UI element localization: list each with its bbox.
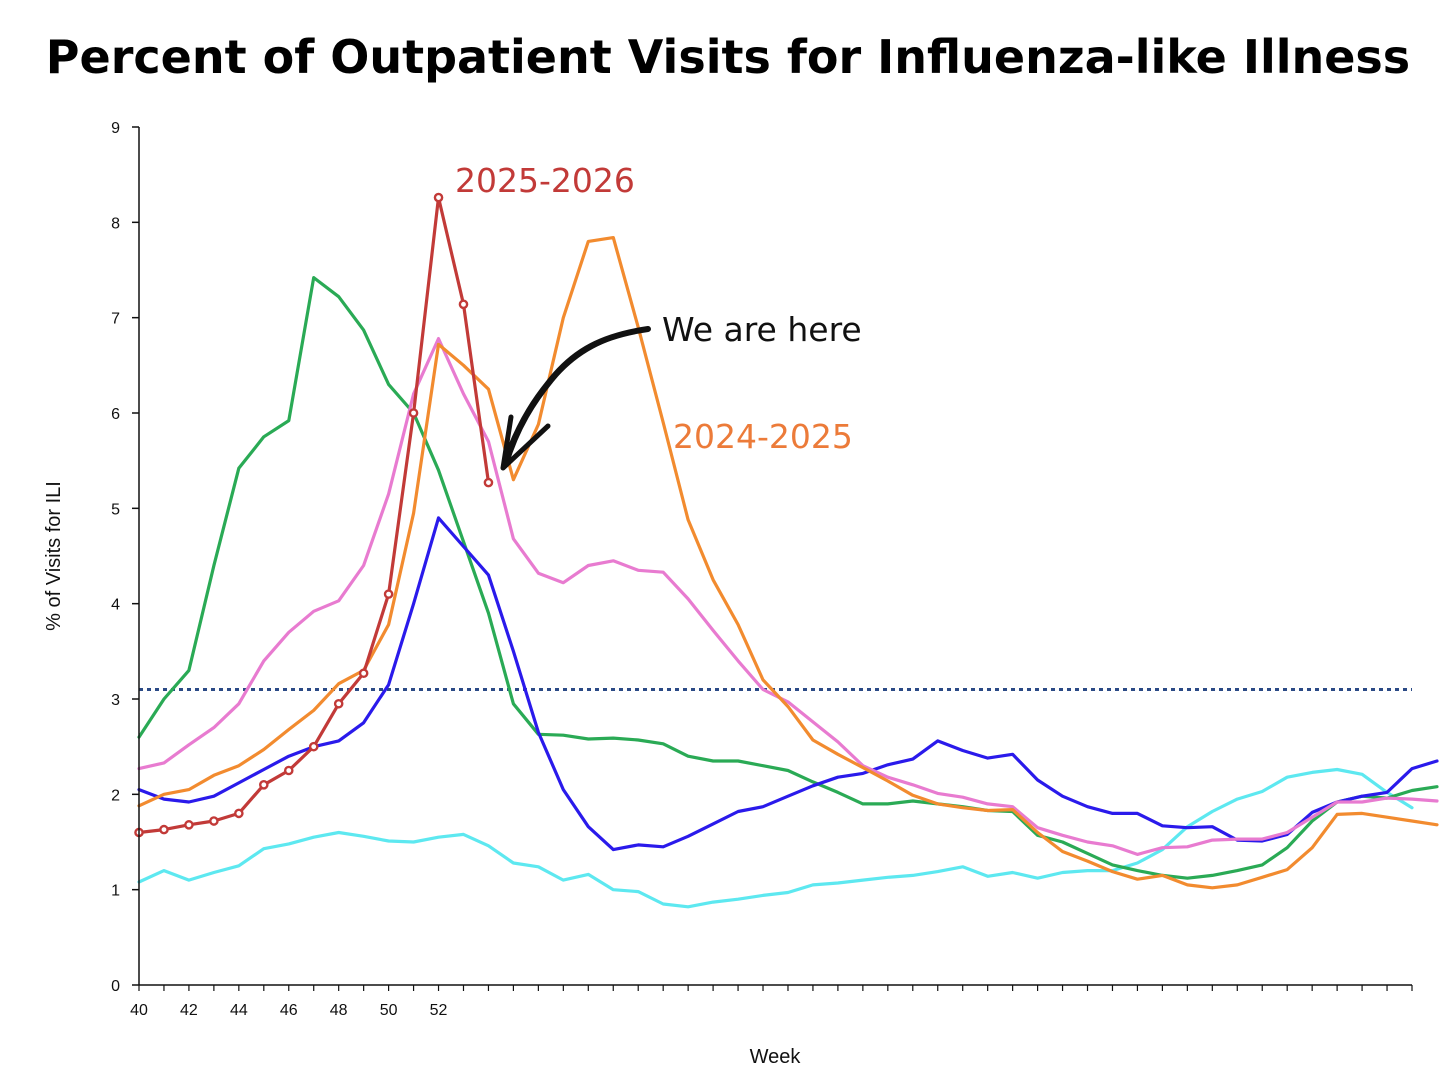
y-tick-label: 9 [111,120,120,137]
x-tick-label: 46 [280,1002,298,1019]
series-label-2025-2026: 2025-2026 [455,161,635,200]
series-line-green [137,276,1439,880]
y-tick-label: 3 [111,692,120,709]
data-point-2025-2026-48 [333,698,344,709]
y-tick-label: 2 [111,787,120,804]
x-tick-label: 42 [180,1002,198,1019]
data-point-2025-2026-2 [483,477,494,488]
x-tick-label: 50 [380,1002,398,1019]
series-label-2024-2025: 2024-2025 [673,417,853,456]
data-point-2025-2026-44 [234,808,244,819]
y-tick-label: 0 [111,978,120,995]
y-tick-label: 5 [111,501,120,518]
data-point-2025-2026-50 [383,589,394,599]
y-tick-label: 8 [111,215,120,232]
x-tick-label: 44 [230,1002,248,1019]
data-point-2025-2026-52 [433,192,444,203]
x-tick-label: 52 [430,1002,448,1019]
series-line-blue [137,516,1439,852]
axes-layer: 0 1 2 3 4 5 6 7 8 9 40 42 44 46 48 50 52 Week % of Visits … [43,120,1413,1068]
hand-drawn-arrow-icon [500,326,651,471]
data-point-2025-2026-1 [458,299,469,310]
data-point-2025-2026-41 [159,824,169,835]
x-tick-label: 48 [330,1002,348,1019]
y-tick-label: 6 [111,406,120,423]
series-layer [134,192,1439,909]
y-tick-label: 7 [111,311,120,328]
x-axis-title: Week [750,1046,802,1068]
series-line-cyan [137,767,1414,909]
y-axis-title: % of Visits for ILI [43,481,65,631]
data-point-2025-2026-43 [209,816,219,826]
x-tick-label: 40 [130,1002,148,1019]
data-point-2025-2026-47 [308,741,319,752]
data-point-2025-2026-51 [408,408,419,418]
y-tick-label: 4 [111,597,120,614]
data-point-2025-2026-49 [358,668,369,679]
data-point-2025-2026-45 [259,780,269,790]
data-point-2025-2026-42 [184,820,194,830]
data-point-2025-2026-46 [283,765,294,776]
series-line-2024-2025 [137,236,1439,890]
series-line-pink [137,337,1439,857]
chart-title: Percent of Outpatient Visits for Influen… [45,30,1411,84]
y-tick-label: 1 [111,883,120,900]
annotation-layer: 2025-2026 2024-2025 We are here [455,161,862,471]
we-are-here-label: We are here [662,310,862,349]
series-line-2025-2026 [137,195,491,835]
